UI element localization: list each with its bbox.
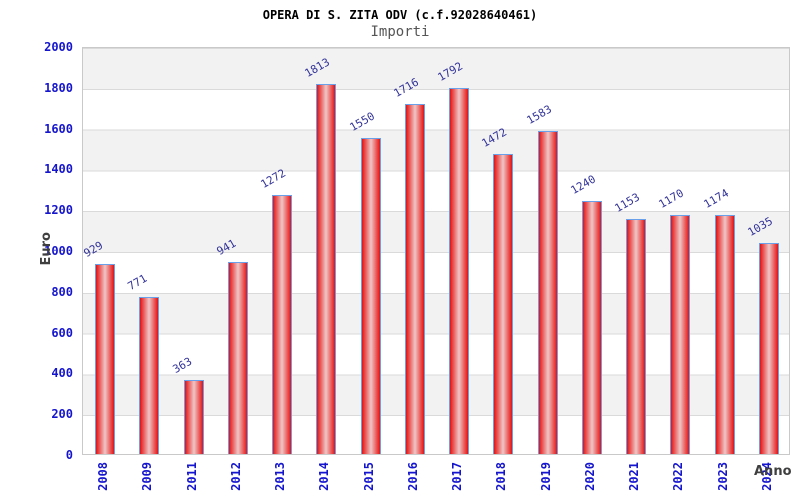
x-tick-2014: 2014	[317, 462, 332, 491]
bar-2023	[714, 214, 735, 454]
bar-2013	[272, 194, 293, 454]
bar-2009	[139, 296, 160, 454]
x-tick-2015: 2015	[361, 462, 376, 491]
y-tick-0: 0	[65, 448, 73, 462]
bar-2022	[670, 215, 691, 454]
bar-value-label: 1583	[524, 102, 554, 128]
bar-2020	[581, 201, 602, 454]
bar-2018	[493, 153, 514, 454]
y-tick-1200: 1200	[44, 203, 73, 218]
bar-2011	[183, 379, 204, 454]
bar-value-label: 1174	[701, 186, 731, 211]
y-tick-800: 800	[51, 284, 73, 299]
bar-value-label: 1240	[568, 172, 598, 198]
bar-2008	[95, 264, 116, 454]
bar-2014	[316, 84, 337, 454]
x-tick-2018: 2018	[494, 462, 509, 491]
bar-2016	[404, 103, 425, 454]
bar-value-label: 1550	[347, 109, 377, 134]
y-tick-2000: 2000	[44, 40, 73, 54]
bar-value-label: 1792	[435, 59, 466, 85]
y-tick-1600: 1600	[44, 121, 73, 136]
y-tick-200: 200	[51, 407, 73, 422]
x-tick-2021: 2021	[627, 462, 642, 491]
x-tick-2022: 2022	[671, 462, 686, 491]
plot-area: 929 771 363 941 1272 1813 1550 1716 1792 1472 1583…	[82, 47, 790, 455]
y-tick-1800: 1800	[44, 80, 73, 95]
bar-value-label: 941	[214, 236, 239, 259]
x-tick-2020: 2020	[582, 462, 597, 491]
chart-subtitle: Importi	[370, 24, 430, 40]
chart-title: OPERA DI S. ZITA ODV (c.f.92028640461)	[262, 8, 538, 22]
bar-2012	[227, 262, 248, 454]
x-tick-2023: 2023	[715, 462, 730, 491]
bar-2021	[626, 218, 647, 454]
bar-value-label: 771	[125, 271, 150, 293]
bar-value-label: 1153	[612, 190, 643, 215]
x-tick-2017: 2017	[450, 462, 465, 491]
x-tick-2011: 2011	[184, 462, 199, 491]
y-tick-400: 400	[51, 366, 73, 381]
bar-value-label: 929	[81, 239, 106, 261]
y-axis-title: Euro	[39, 232, 54, 266]
bar-value-label: 1472	[479, 125, 510, 150]
x-tick-2013: 2013	[273, 462, 288, 491]
x-tick-2012: 2012	[228, 462, 243, 491]
x-tick-2008: 2008	[96, 462, 111, 491]
x-tick-2016: 2016	[405, 462, 420, 491]
bar-value-label: 1716	[391, 75, 421, 100]
x-axis-title: Anno	[754, 464, 792, 479]
bar-value-label: 1272	[258, 166, 289, 191]
y-tick-600: 600	[51, 325, 73, 340]
x-tick-2019: 2019	[538, 462, 553, 491]
bar-2017	[449, 88, 470, 454]
bar-value-label: 1813	[302, 55, 333, 81]
y-tick-1400: 1400	[44, 162, 73, 177]
bar-2019	[537, 131, 558, 454]
bar-value-label: 363	[170, 354, 194, 376]
x-tick-2009: 2009	[140, 462, 155, 491]
bar-value-label: 1035	[745, 214, 775, 239]
y-tick-1000: 1000	[44, 244, 73, 258]
bar-value-label: 1170	[656, 186, 687, 212]
bar-2024	[758, 242, 779, 454]
bar-2015	[360, 137, 381, 454]
